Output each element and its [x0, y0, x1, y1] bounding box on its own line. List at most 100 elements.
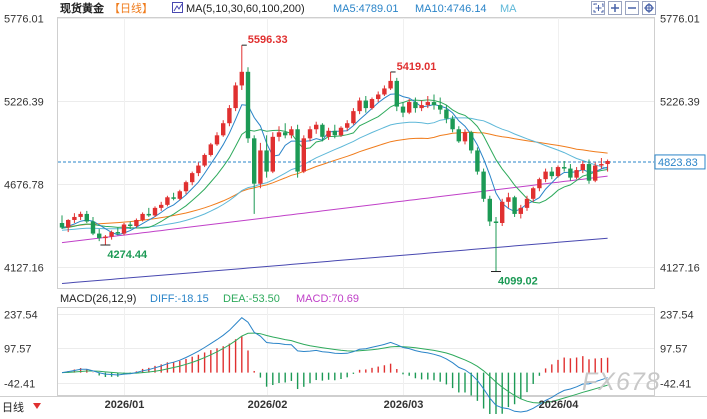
- candle-body: [183, 182, 189, 192]
- candle-body: [599, 164, 604, 166]
- macd-tick-left: -42.41: [4, 379, 35, 391]
- main-panel-border: [57, 17, 655, 289]
- candle-body: [283, 132, 288, 136]
- candle-body: [524, 198, 530, 208]
- candle-body: [264, 150, 269, 172]
- caret-down-icon: [33, 403, 41, 409]
- period-tag-label: 日线: [2, 400, 24, 414]
- price-tick-left: 5226.39: [4, 97, 44, 109]
- candle-body: [245, 71, 251, 139]
- x-tick-label: 2026/03: [384, 399, 424, 411]
- candle-body: [90, 221, 96, 234]
- candle-body: [363, 100, 368, 109]
- candle-body: [580, 164, 585, 171]
- current-price-badge: [654, 154, 706, 170]
- ma-params: MA(5,10,30,60,100,200): [186, 3, 305, 15]
- macd-dea: DEA:-53.50: [223, 293, 280, 305]
- candle-body: [59, 222, 65, 228]
- candle-body: [115, 232, 120, 234]
- watermark: FX678: [582, 368, 661, 396]
- candle-body: [481, 171, 486, 199]
- candle-body: [295, 129, 300, 172]
- candle-body: [146, 213, 151, 216]
- instrument-name: 现货黄金: [60, 1, 105, 15]
- candle-body: [289, 129, 294, 136]
- axis-labels: 5776.01 5776.01 5226.39 5226.39 4676.78 4127.…: [4, 14, 700, 412]
- macd-panel-border: [57, 307, 655, 396]
- candle-body: [66, 219, 71, 228]
- annotation-high: 5596.33: [248, 34, 288, 46]
- candle-body: [301, 138, 306, 172]
- macd-tick-right: -42.41: [660, 379, 691, 391]
- candle-body: [351, 111, 356, 124]
- candle-body: [121, 224, 127, 234]
- macd-params: MACD(26,12,9): [60, 293, 136, 305]
- candle-body: [543, 171, 548, 180]
- macd-diff: DIFF:-18.15: [150, 293, 209, 305]
- candle-body: [208, 144, 213, 155]
- candle-body: [134, 219, 139, 227]
- candle-body: [227, 108, 232, 124]
- candle-body: [475, 150, 480, 172]
- candle-body: [233, 85, 238, 109]
- price-tick-left: 5776.01: [4, 14, 44, 26]
- macd-tick-right: 237.54: [660, 310, 694, 322]
- candle-body: [456, 129, 461, 142]
- candle-body: [314, 124, 319, 130]
- period-tag[interactable]: 日线: [2, 400, 41, 414]
- ma30-line: [61, 117, 608, 231]
- macd-tick-left: 237.54: [4, 310, 38, 322]
- candle-body: [419, 105, 424, 109]
- candle-body: [214, 135, 220, 145]
- candle-body: [593, 165, 598, 181]
- chart-type-icon[interactable]: [172, 2, 183, 13]
- annotation-low: 4099.02: [498, 276, 538, 288]
- candle-body: [431, 102, 437, 106]
- macd-series: [61, 317, 609, 419]
- x-tick-label: 2026/01: [105, 399, 145, 411]
- candle-body: [555, 167, 561, 177]
- candle-body: [345, 123, 350, 128]
- candle-body: [84, 213, 89, 222]
- candle-body: [493, 221, 499, 223]
- annotation-high: 5419.01: [397, 61, 437, 73]
- macd-dea-line: [61, 332, 608, 404]
- candle-body: [549, 171, 554, 177]
- ma5-line: [61, 93, 608, 236]
- zoom-in-icon[interactable]: [608, 1, 622, 15]
- ma10-value: MA10:4746.14: [415, 3, 487, 15]
- candle-body: [97, 233, 102, 239]
- candle-body: [568, 168, 573, 178]
- candle-body: [500, 201, 505, 223]
- macd-tick-right: 97.57: [660, 344, 688, 356]
- candle-body: [103, 236, 108, 239]
- candle-body: [307, 129, 313, 139]
- candle-body: [239, 71, 244, 86]
- grid-lines: [58, 18, 654, 395]
- candle-body: [326, 130, 331, 137]
- candle-body: [252, 138, 257, 184]
- settings-icon[interactable]: [642, 1, 656, 15]
- candle-body: [487, 198, 492, 222]
- candle-body: [338, 127, 344, 136]
- macd-diff-line: [61, 317, 608, 413]
- x-tick-label: 2026/04: [539, 399, 580, 411]
- macd-value: MACD:70.69: [296, 293, 359, 305]
- period-label[interactable]: 【日线】: [109, 1, 153, 15]
- x-tick-label: 2026/02: [248, 399, 288, 411]
- candle-body: [78, 213, 83, 217]
- candle-body: [72, 216, 77, 220]
- candle-body: [388, 80, 393, 89]
- expand-icon[interactable]: [591, 1, 605, 15]
- zoom-out-icon[interactable]: [625, 1, 639, 15]
- candle-body: [400, 106, 406, 113]
- candle-body: [258, 150, 263, 184]
- annotation-low: 4274.44: [107, 249, 148, 261]
- candle-body: [413, 102, 418, 109]
- price-tick-right: 5776.01: [660, 14, 700, 26]
- candle-body: [518, 207, 523, 214]
- candle-body: [407, 102, 412, 113]
- candle-body: [512, 197, 517, 214]
